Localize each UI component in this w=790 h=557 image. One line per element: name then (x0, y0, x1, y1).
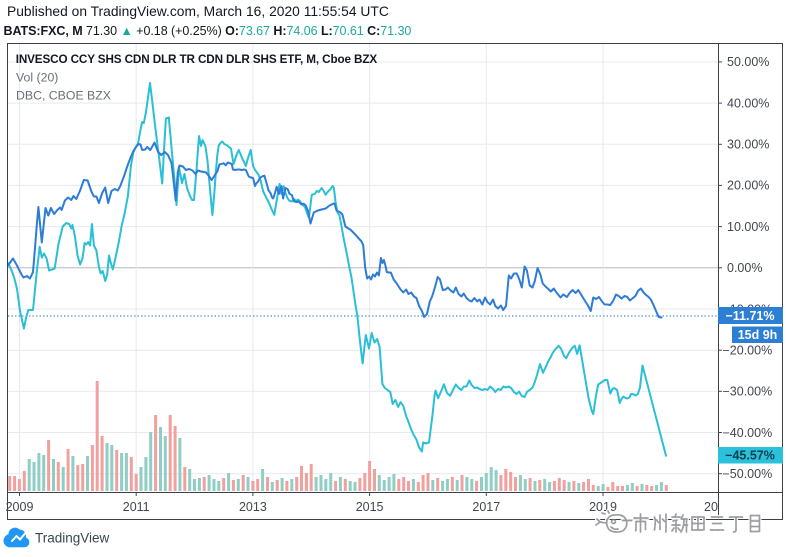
svg-text:DBC, CBOE BZX: DBC, CBOE BZX (16, 89, 111, 103)
svg-text:2011: 2011 (123, 500, 150, 514)
svg-text:20: 20 (704, 500, 718, 514)
svg-text:10.00%: 10.00% (727, 220, 769, 234)
svg-text:−30.00%: −30.00% (723, 385, 773, 399)
svg-text:2015: 2015 (356, 500, 384, 514)
svg-text:TradingView: TradingView (35, 531, 110, 546)
svg-text:30.00%: 30.00% (727, 138, 769, 152)
svg-text:2009: 2009 (6, 500, 34, 514)
svg-text:INVESCO CCY SHS CDN DLR TR CDN: INVESCO CCY SHS CDN DLR TR CDN DLR SHS E… (16, 53, 378, 66)
svg-text:0.00%: 0.00% (727, 261, 762, 275)
svg-text:50.00%: 50.00% (727, 55, 769, 69)
svg-text:−40.00%: −40.00% (723, 426, 773, 440)
svg-text:Vol (20): Vol (20) (16, 71, 58, 85)
svg-text:40.00%: 40.00% (727, 96, 769, 110)
svg-text:−45.57%: −45.57% (725, 449, 775, 463)
svg-text:−50.00%: −50.00% (723, 467, 773, 481)
svg-text:2017: 2017 (472, 500, 500, 514)
svg-text:15d 9h: 15d 9h (738, 328, 778, 342)
svg-text:2013: 2013 (239, 500, 267, 514)
svg-text:20.00%: 20.00% (727, 179, 769, 193)
svg-text:−20.00%: −20.00% (723, 344, 773, 358)
svg-text:−11.71%: −11.71% (725, 309, 774, 323)
